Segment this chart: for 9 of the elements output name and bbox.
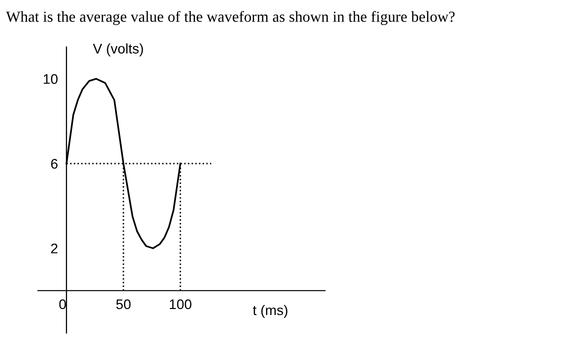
y-tick-label: 10 xyxy=(44,74,58,84)
y-tick-label: 6 xyxy=(51,158,58,169)
x-tick-label: 50 xyxy=(116,299,131,310)
x-axis-title: t (ms) xyxy=(252,304,288,318)
y-tick-label: 2 xyxy=(51,244,58,254)
chart-title: What is the average value of the waveform as shown in the figure below? xyxy=(6,10,455,26)
x-tick-label: 100 xyxy=(170,299,192,310)
x-tick-label: 0 xyxy=(59,299,66,310)
y-axis-title: V (volts) xyxy=(92,43,143,56)
